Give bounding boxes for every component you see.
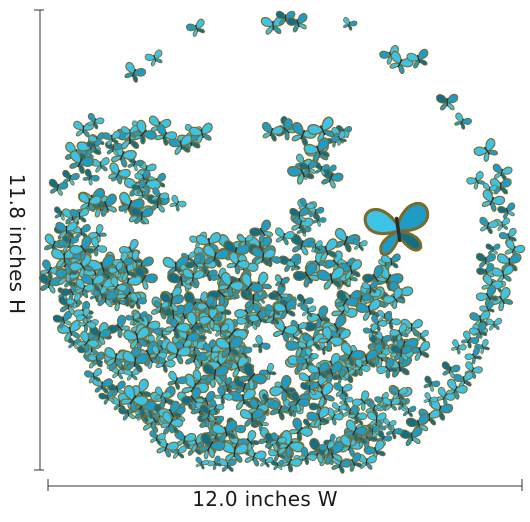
butterfly-icon <box>270 459 285 470</box>
width-measure-line <box>47 479 523 491</box>
butterfly-icon <box>486 318 503 331</box>
butterfly-icon <box>167 194 188 214</box>
butterfly-icon <box>144 49 166 68</box>
butterfly-icon <box>451 112 473 132</box>
butterfly-icon <box>259 121 284 143</box>
large-butterfly-icon <box>363 202 433 257</box>
butterfly-icon <box>436 94 458 111</box>
height-dimension-label: 11.8 inches H <box>5 173 29 315</box>
butterfly-icon <box>399 426 425 447</box>
butterfly-icon <box>472 137 502 165</box>
butterfly-icon <box>249 334 272 356</box>
butterfly-yin-yang-swarm <box>36 11 526 475</box>
butterfly-icon <box>340 16 358 32</box>
butterfly-icon <box>90 157 111 173</box>
butterfly-icon <box>185 18 209 39</box>
butterfly-icon <box>420 375 441 394</box>
butterfly-icon <box>121 61 147 85</box>
butterfly-icon <box>485 243 501 255</box>
height-measure-line <box>34 9 44 471</box>
width-dimension-label: 12.0 inches W <box>192 487 338 511</box>
